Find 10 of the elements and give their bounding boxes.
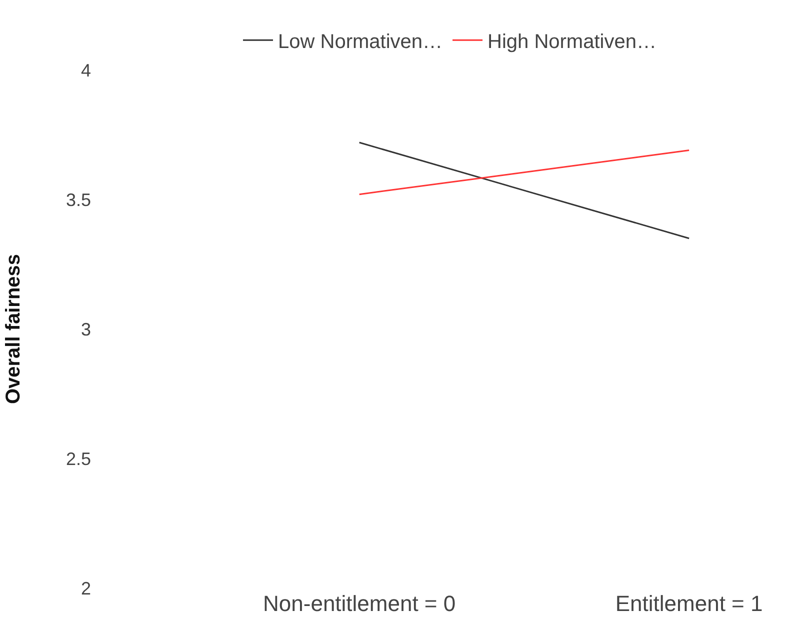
y-tick-label: 3.5 bbox=[66, 190, 91, 210]
y-tick-label: 2 bbox=[80, 578, 91, 598]
x-tick-label: Non-entitlement = 0 bbox=[263, 591, 456, 616]
legend-label: High Normativen… bbox=[488, 30, 656, 53]
legend-label: Low Normativen… bbox=[278, 30, 443, 53]
y-axis-title: Overall fairness bbox=[2, 254, 24, 404]
y-tick-label: 3 bbox=[80, 319, 91, 340]
y-tick-label: 4 bbox=[80, 60, 91, 80]
y-tick-label: 2.5 bbox=[66, 448, 91, 469]
x-tick-label: Entitlement = 1 bbox=[615, 591, 763, 616]
